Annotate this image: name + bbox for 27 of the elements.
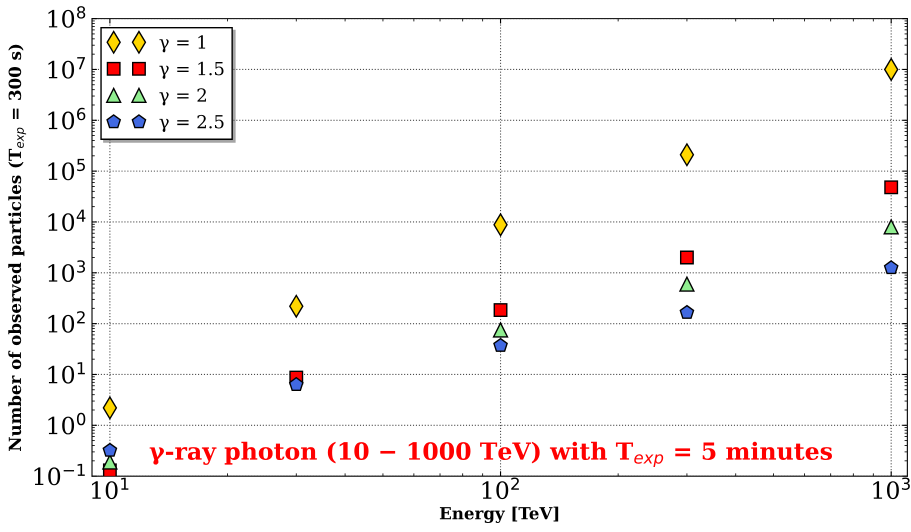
point xyxy=(494,303,508,317)
y-tick-label: 10$^{5}$ xyxy=(48,158,85,180)
y-tick-label: 10$^{7}$ xyxy=(48,57,85,79)
x-tick-label: 10$^{2}$ xyxy=(482,477,519,500)
point xyxy=(884,180,898,194)
annotation: γ-ray photon (10 − 1000 TeV) with T$_{exp}$ = 5 minutes xyxy=(150,442,832,467)
y-tick-label: 10$^{1}$ xyxy=(48,362,85,384)
point xyxy=(884,219,899,235)
x-tick-label: 10$^{1}$ xyxy=(92,478,128,500)
legend-label: γ = 2 xyxy=(159,88,206,106)
y-tick-label: 10$^{6}$ xyxy=(48,108,86,130)
y-axis-title: Number of observed particles (T$_{exp}$ = 300 s) xyxy=(8,44,26,451)
legend-label: γ = 1 xyxy=(159,35,206,52)
y-tick-label: 10$^{8}$ xyxy=(48,6,86,28)
y-tick-label: 10$^{4}$ xyxy=(48,210,86,232)
y-tick-label: 10$^{0}$ xyxy=(48,412,86,434)
x-tick-label: 10$^{3}$ xyxy=(873,477,910,500)
point xyxy=(492,322,508,338)
y-tick-label: 10$^{−1}$ xyxy=(34,464,85,486)
point xyxy=(884,260,898,274)
y-tick-label: 10$^{3}$ xyxy=(48,260,86,282)
point xyxy=(493,338,508,352)
legend-label: γ = 2.5 xyxy=(159,114,224,132)
y-tick-label: 10$^{2}$ xyxy=(48,311,85,333)
x-axis-title: Energy [TeV] xyxy=(440,506,558,523)
legend-label: γ = 1.5 xyxy=(159,62,224,79)
point xyxy=(102,442,118,457)
